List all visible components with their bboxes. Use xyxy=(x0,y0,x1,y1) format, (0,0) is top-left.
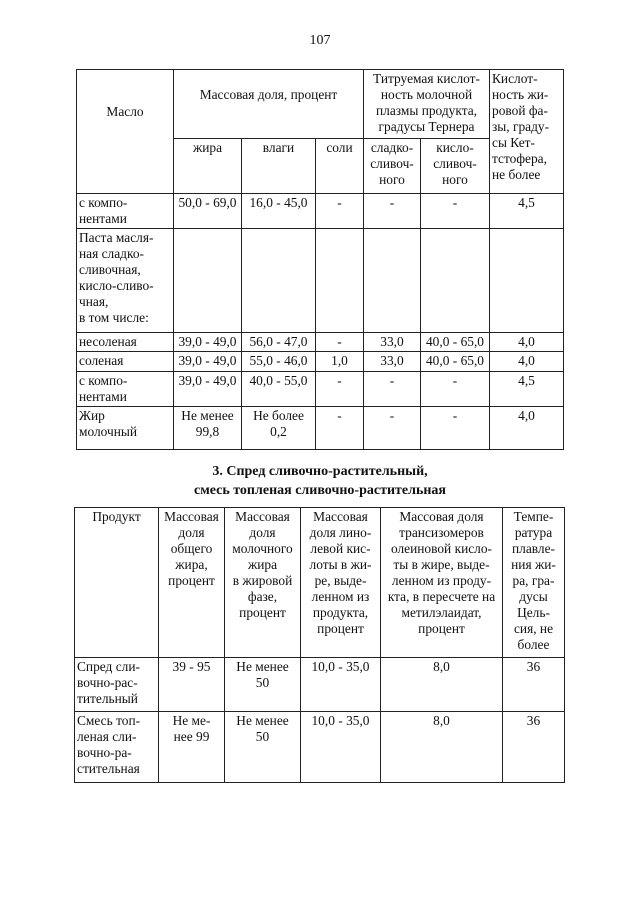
table-row: с компо- нентами 50,0 - 69,0 16,0 - 45,0- -… xyxy=(76,193,564,229)
table-cell: 16,0 - 45,0 xyxy=(241,193,316,229)
table-cell: - xyxy=(420,406,490,450)
table-cell: 8,0 xyxy=(380,657,503,712)
table-row: несоленая 39,0 - 49,0 56,0 - 47,0-33,0 40,0… xyxy=(76,332,564,352)
table-cell: 56,0 - 47,0 xyxy=(241,332,316,352)
table-cell: несоленая xyxy=(76,332,174,352)
table-cell: 39,0 - 49,0 xyxy=(173,351,242,372)
table-row: Паста масля- ная сладко- сливочная, кисл… xyxy=(76,228,564,333)
table-cell: - xyxy=(420,193,490,229)
section-heading: 3. Спред сливочно-растительный, смесь то… xyxy=(0,462,640,500)
table-cell: Массовая доля общего жира, процент xyxy=(158,507,225,658)
table-header-row: Продукт Массовая доля общего жира, процен… xyxy=(74,507,565,658)
table-cell: - xyxy=(363,371,421,407)
header-moisture: влаги xyxy=(241,138,316,194)
table-cell: Жир молочный xyxy=(76,406,174,450)
table-header-row: Масло Массовая доля, процент Титруемая к… xyxy=(76,69,564,194)
table-cell: Не ме- нее 99 xyxy=(158,711,225,783)
table-cell: Паста масля- ная сладко- сливочная, кисл… xyxy=(76,228,174,333)
spread-composition-table: Продукт Массовая доля общего жира, процен… xyxy=(74,507,565,783)
table-subheader-row: жира влаги соли сладко- сливоч- ного кис… xyxy=(77,138,564,194)
table-cell: 1,0 xyxy=(315,351,364,372)
table-cell: Темпе- ратура плавле- ния жи- ра, гра- д… xyxy=(502,507,565,658)
table-cell: Смесь топ- леная сли- вочно-ра- стительн… xyxy=(74,711,159,783)
table-cell: с компо- нентами xyxy=(76,193,174,229)
table-row: Спред сли- вочно-рас- тительный 39 - 95 Не… xyxy=(74,657,565,712)
table-cell: Спред сли- вочно-рас- тительный xyxy=(74,657,159,712)
table-cell: Массовая доля трансизомеров олеиновой ки… xyxy=(380,507,503,658)
table-cell: 10,0 - 35,0 xyxy=(300,657,381,712)
page-number: 107 xyxy=(309,33,331,48)
table-row: с компо- нентами 39,0 - 49,0 40,0 - 55,0- -… xyxy=(76,371,564,407)
section-heading-line1: 3. Спред сливочно-растительный, xyxy=(212,464,428,479)
table-row: соленая 39,0 - 49,0 55,0 - 46,0 1,0 33,0 40,0… xyxy=(76,351,564,372)
header-fat-phase-acidity: Кислот- ность жи- ровой фа- зы, граду- с… xyxy=(489,69,564,194)
table-cell: соленая xyxy=(76,351,174,372)
table-cell: - xyxy=(315,371,364,407)
table-cell: Не менее 50 xyxy=(224,711,301,783)
table-cell: - xyxy=(315,193,364,229)
table-cell: 39,0 - 49,0 xyxy=(173,332,242,352)
table-cell xyxy=(489,228,564,333)
table-cell: 40,0 - 55,0 xyxy=(241,371,316,407)
table-cell xyxy=(420,228,490,333)
table-cell xyxy=(315,228,364,333)
table-cell xyxy=(173,228,242,333)
table-cell: Не более 0,2 xyxy=(241,406,316,450)
table-cell: 8,0 xyxy=(380,711,503,783)
table-row: Жир молочный Не менее 99,8 Не более 0,2- - -… xyxy=(76,406,564,450)
table-cell: 39,0 - 49,0 xyxy=(173,371,242,407)
section-heading-line2: смесь топленая сливочно-растительная xyxy=(193,483,446,498)
table-cell xyxy=(363,228,421,333)
table-cell: 4,0 xyxy=(489,332,564,352)
table-cell: 40,0 - 65,0 xyxy=(420,332,490,352)
table-cell: Не менее 50 xyxy=(224,657,301,712)
header-oil: Масло xyxy=(76,69,174,194)
table-cell xyxy=(241,228,316,333)
table-cell: 39 - 95 xyxy=(158,657,225,712)
table-cell: с компо- нентами xyxy=(76,371,174,407)
table-cell: 33,0 xyxy=(363,332,421,352)
table-cell: Продукт xyxy=(74,507,159,658)
butter-composition-table: Масло Массовая доля, процент Титруемая к… xyxy=(76,69,564,450)
header-titratable-acidity: Титруемая кислот- ность молочной плазмы … xyxy=(363,69,490,139)
table-cell: 4,0 xyxy=(489,406,564,450)
table-cell: 4,5 xyxy=(489,193,564,229)
table-cell: 4,5 xyxy=(489,371,564,407)
table-cell: - xyxy=(420,371,490,407)
header-fat: жира xyxy=(173,138,242,194)
table-cell: Не менее 99,8 xyxy=(173,406,242,450)
table-cell: - xyxy=(315,406,364,450)
table-cell: - xyxy=(315,332,364,352)
table-cell: 33,0 xyxy=(363,351,421,372)
table-cell: Массовая доля лино- левой кис- лоты в жи… xyxy=(300,507,381,658)
table-cell: 40,0 - 65,0 xyxy=(420,351,490,372)
table-cell: 4,0 xyxy=(489,351,564,372)
table-cell: 36 xyxy=(502,711,565,783)
table-cell: 10,0 - 35,0 xyxy=(300,711,381,783)
table-cell: 50,0 - 69,0 xyxy=(173,193,242,229)
table-cell: - xyxy=(363,406,421,450)
header-mass-fraction: Массовая доля, процент xyxy=(173,69,364,139)
table-cell: 36 xyxy=(502,657,565,712)
header-sour-cream: кисло- сливоч- ного xyxy=(420,138,490,194)
table-row: Смесь топ- леная сли- вочно-ра- стительн… xyxy=(74,711,565,783)
table-cell: 55,0 - 46,0 xyxy=(241,351,316,372)
header-salt: соли xyxy=(315,138,364,194)
header-sweet-cream: сладко- сливоч- ного xyxy=(363,138,421,194)
table-cell: Массовая доля молочного жира в жировой ф… xyxy=(224,507,301,658)
table-cell: - xyxy=(363,193,421,229)
